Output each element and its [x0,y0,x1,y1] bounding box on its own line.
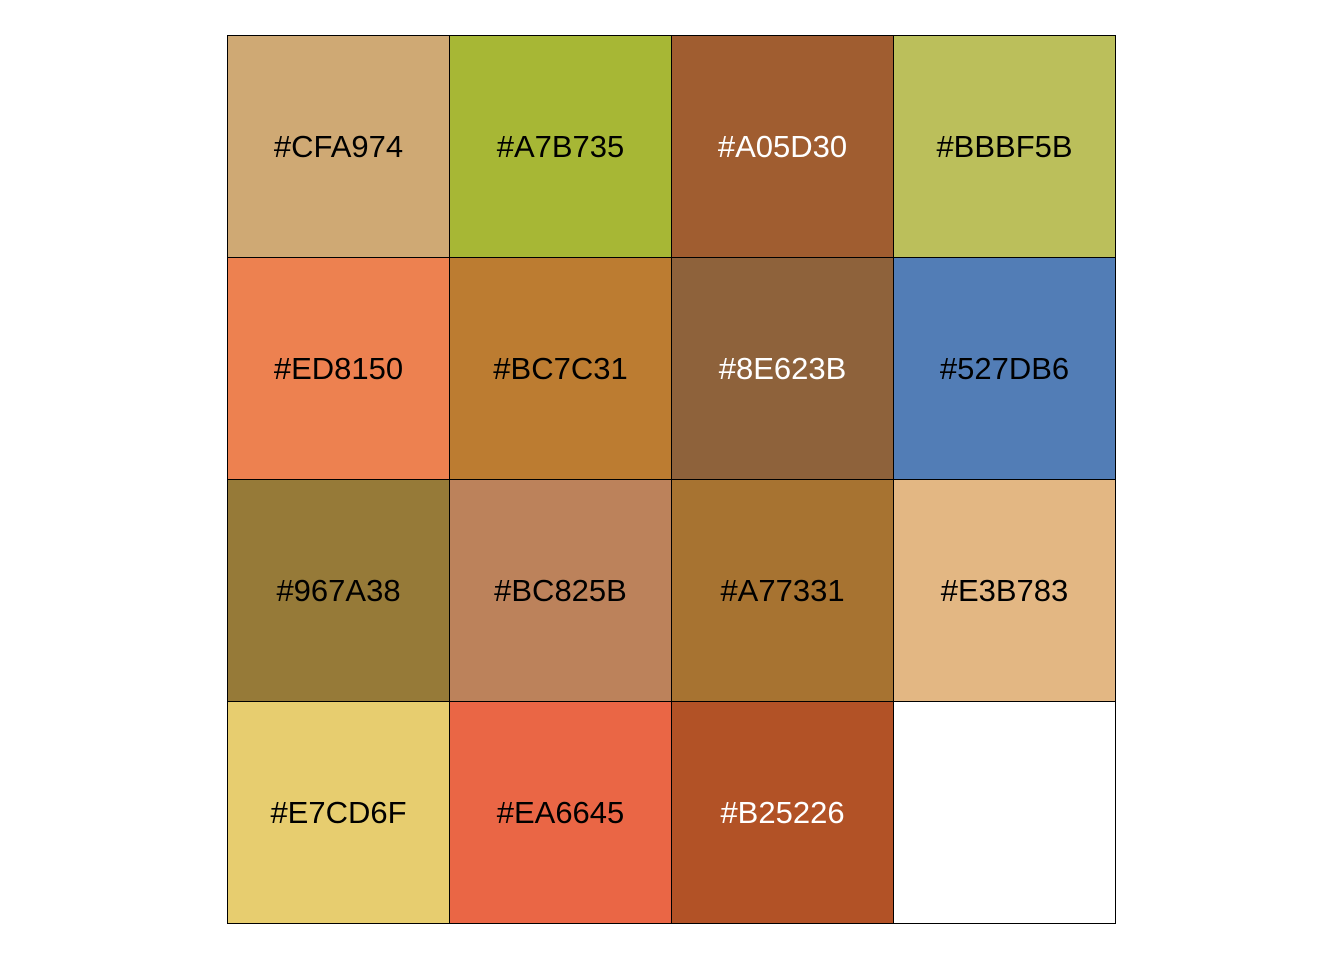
color-swatch: #B25226 [672,702,894,924]
swatch-hex-label: #ED8150 [273,351,404,386]
color-palette-grid: #CFA974 #A7B735 #A05D30 #BBBF5B #ED8150 … [227,35,1116,924]
color-swatch: #BC825B [450,480,672,702]
swatch-hex-label: #A77331 [720,573,845,608]
swatch-hex-label: #EA6645 [496,795,625,830]
color-swatch: #967A38 [228,480,450,702]
swatch-hex-label: #BC825B [494,573,627,608]
swatch-hex-label: #A7B735 [496,129,625,164]
color-swatch: #A05D30 [672,36,894,258]
swatch-hex-label: #8E623B [718,351,847,386]
color-swatch: #E3B783 [894,480,1116,702]
swatch-hex-label: #967A38 [276,573,401,608]
color-swatch: #EA6645 [450,702,672,924]
color-swatch: #E7CD6F [228,702,450,924]
color-swatch: #A7B735 [450,36,672,258]
color-swatch: #527DB6 [894,258,1116,480]
swatch-hex-label: #B25226 [720,795,845,830]
swatch-hex-label: #A05D30 [717,129,848,164]
color-swatch: #8E623B [672,258,894,480]
swatch-hex-label: #CFA974 [273,129,404,164]
color-swatch: #A77331 [672,480,894,702]
swatch-hex-label: #E3B783 [940,573,1069,608]
color-swatch: #ED8150 [228,258,450,480]
swatch-hex-label: #BBBF5B [936,129,1073,164]
swatch-hex-label: #527DB6 [939,351,1070,386]
swatch-hex-label: #E7CD6F [270,795,407,830]
empty-swatch [894,702,1116,924]
color-swatch: #BBBF5B [894,36,1116,258]
color-swatch: #BC7C31 [450,258,672,480]
swatch-hex-label: #BC7C31 [493,351,628,386]
color-swatch: #CFA974 [228,36,450,258]
